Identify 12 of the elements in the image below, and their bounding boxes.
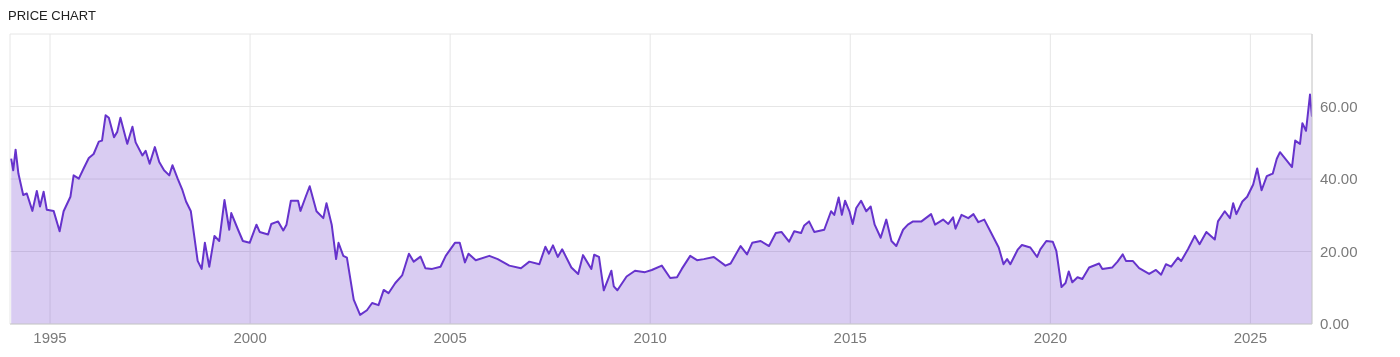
y-tick-label: 0.00 bbox=[1320, 315, 1350, 333]
chart-title: PRICE CHART bbox=[8, 8, 97, 25]
y-tick-label: 60.00 bbox=[1320, 97, 1358, 115]
x-tick-label: 2005 bbox=[433, 328, 467, 346]
x-tick-label: 2025 bbox=[1233, 328, 1268, 346]
x-tick-label: 2010 bbox=[633, 328, 667, 346]
y-tick-label: 20.00 bbox=[1320, 242, 1358, 260]
x-tick-label: 2020 bbox=[1033, 328, 1068, 346]
x-tick-label: 1995 bbox=[33, 328, 67, 346]
x-tick-label: 2015 bbox=[833, 328, 867, 346]
y-tick-label: 40.00 bbox=[1320, 170, 1358, 188]
x-tick-label: 2000 bbox=[233, 328, 267, 346]
